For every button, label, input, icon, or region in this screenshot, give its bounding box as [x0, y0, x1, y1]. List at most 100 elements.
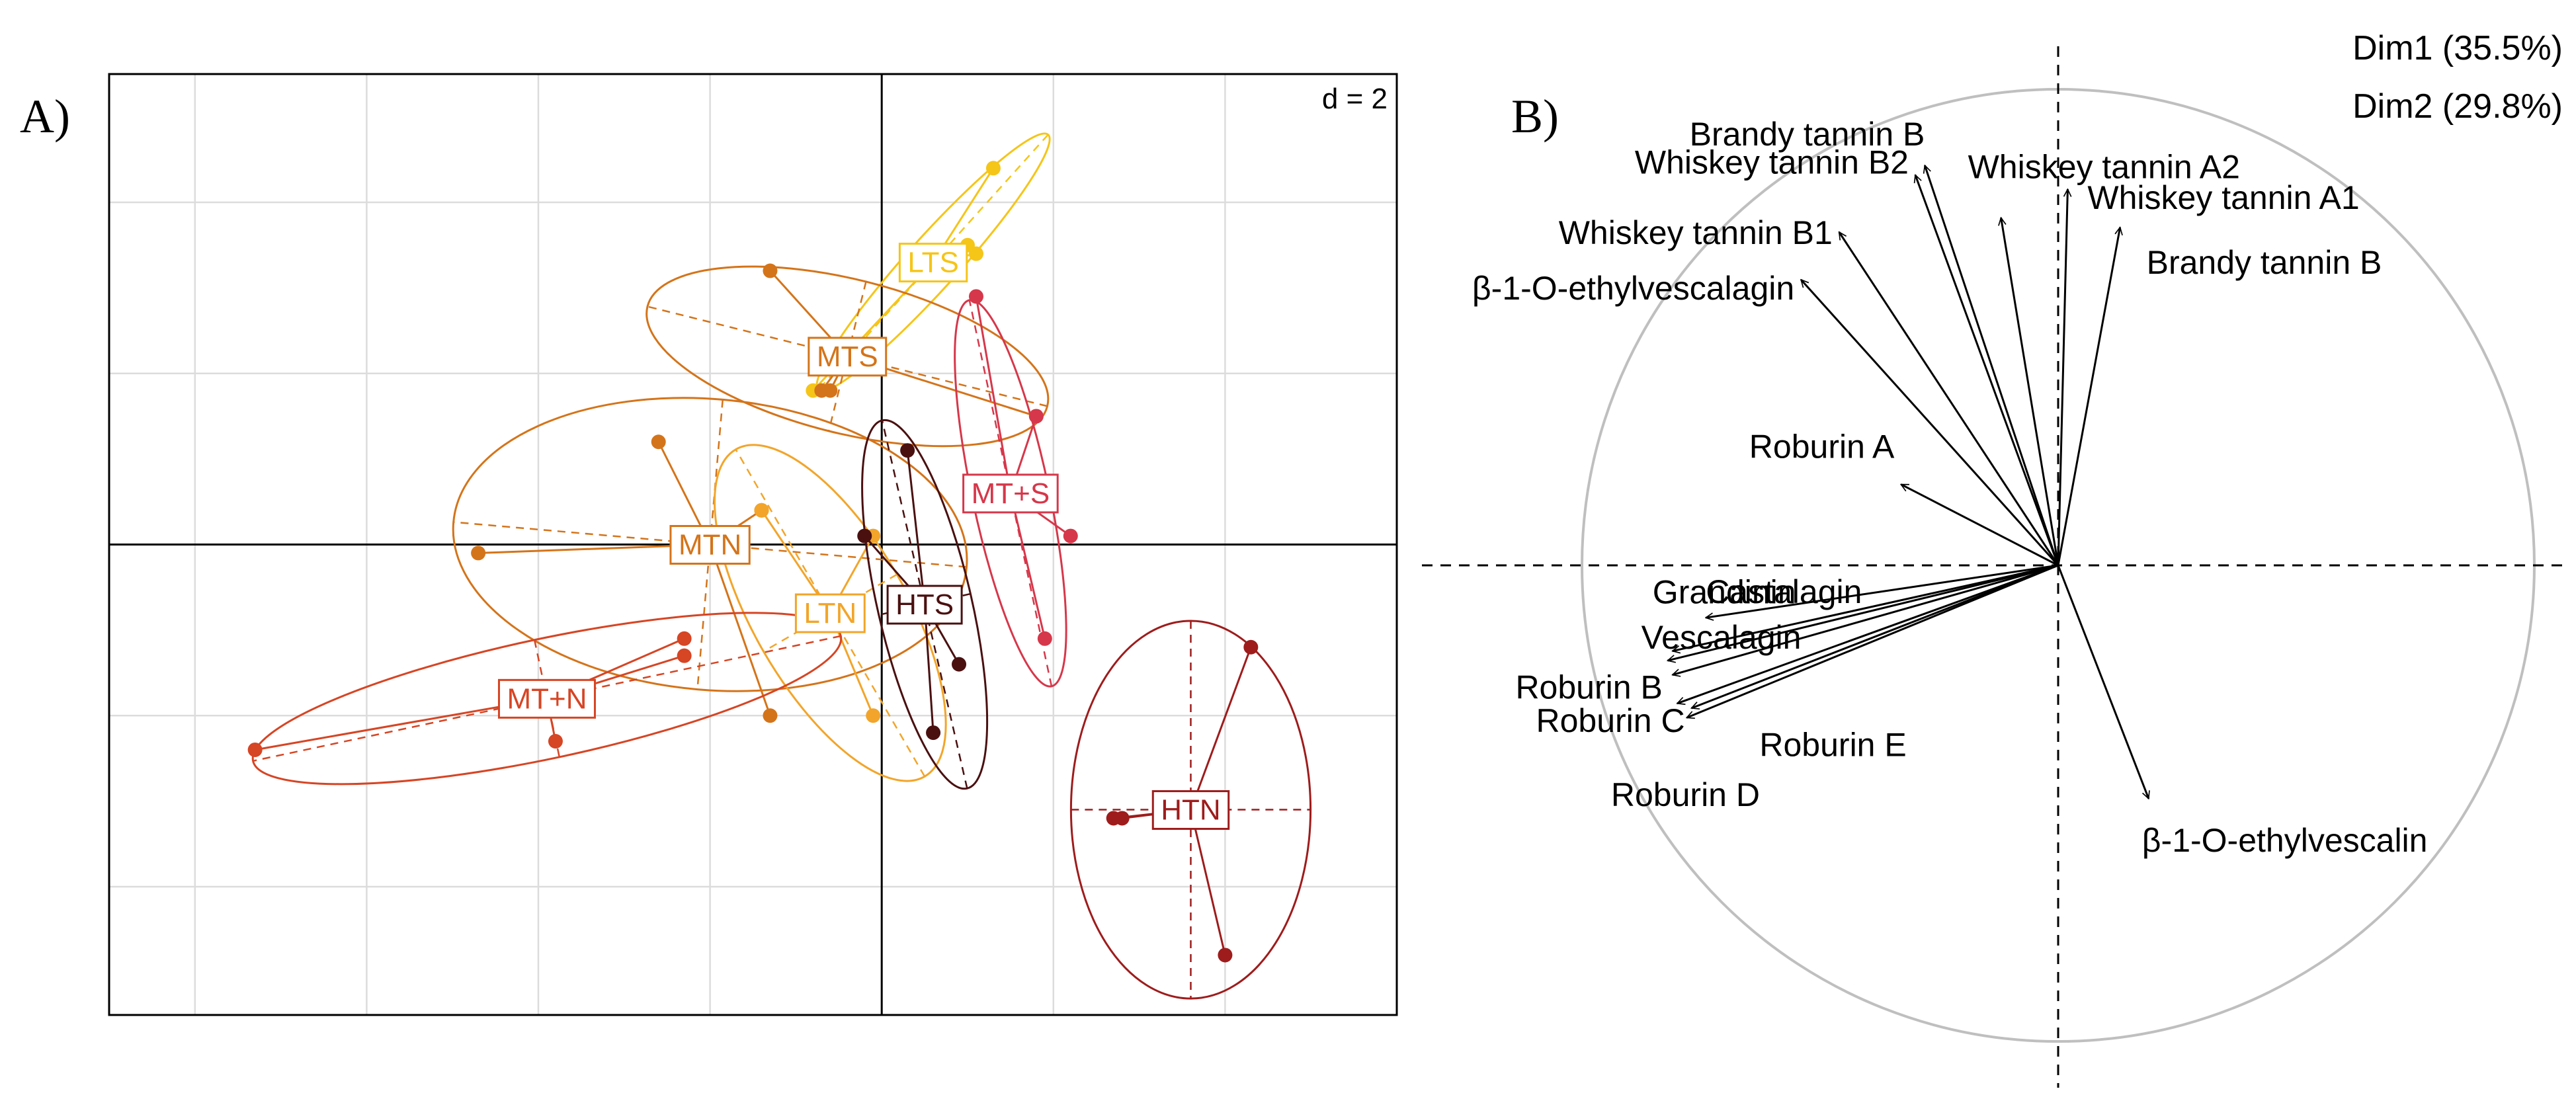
- variable-label: β-1-O-ethylvescalagin: [1472, 270, 1794, 307]
- group-label-text: MT+S: [972, 477, 1050, 510]
- variable-arrow: Roburin C: [1536, 564, 2059, 739]
- dim2-label: Dim2 (29.8%): [2352, 87, 2563, 126]
- variable-arrow: Whiskey tannin A2: [1968, 148, 2240, 566]
- data-point: [1243, 639, 1259, 655]
- data-point: [763, 263, 778, 278]
- variable-label: β-1-O-ethylvescalin: [2142, 822, 2428, 859]
- data-point: [677, 648, 692, 663]
- star-line: [975, 296, 1012, 494]
- variable-arrow: Castalagin: [1706, 564, 2059, 618]
- data-point: [471, 546, 486, 561]
- data-point: [677, 631, 692, 646]
- group-label-box: [808, 337, 888, 377]
- group-label-box: [898, 243, 968, 283]
- data-point: [866, 708, 881, 723]
- group-label: LTS: [898, 243, 968, 283]
- data-point: [814, 383, 829, 398]
- data-point: [1218, 948, 1233, 963]
- panel-a-label: A): [20, 90, 70, 143]
- data-point: [1037, 631, 1052, 646]
- group-label: LTN: [794, 593, 866, 633]
- arrow-line: [1925, 165, 2059, 566]
- data-point: [926, 725, 941, 741]
- variable-arrow: Brandy tannin B: [1690, 116, 2059, 566]
- group-ellipse: [251, 612, 843, 786]
- group-htn: [1069, 620, 1312, 1000]
- variable-label: Brandy tannin B: [1690, 116, 1925, 153]
- data-point: [985, 161, 1001, 176]
- arrow-line: [1838, 232, 2059, 566]
- group-label-text: HTN: [1161, 794, 1220, 827]
- group-label: MT+S: [962, 473, 1059, 514]
- group-label-box: [1151, 790, 1230, 830]
- arrow-line: [1706, 564, 2059, 618]
- arrow-line: [1668, 564, 2059, 661]
- star-line: [1190, 809, 1226, 955]
- arrow-line: [2001, 218, 2059, 566]
- variable-label: Whiskey tannin B2: [1635, 144, 1909, 181]
- variable-arrow: Grandinin: [1653, 564, 2059, 651]
- group-labels: LTS MTS MT+S MTN LTN HTS MT+N HTN: [497, 243, 1230, 830]
- variable-arrow: Whiskey tannin A1: [2057, 179, 2360, 566]
- data-point: [548, 734, 563, 749]
- data-point: [968, 289, 983, 304]
- arrow-line: [2057, 189, 2067, 566]
- variable-label: Whiskey tannin A1: [2087, 179, 2359, 216]
- panel-a-plot: LTS MTS MT+S MTN LTN HTS MT+N HTN d = 2: [108, 73, 1398, 1016]
- arrow-line: [1673, 564, 2059, 651]
- panel-a-frame: [108, 73, 1398, 1016]
- arrow-line: [2057, 227, 2120, 566]
- arrow-line: [1673, 564, 2059, 675]
- star-line: [1009, 493, 1046, 639]
- star-line: [906, 450, 926, 605]
- arrow-line: [1915, 175, 2059, 566]
- star-line: [923, 604, 935, 733]
- star-line: [709, 544, 771, 716]
- group-label-text: MTS: [817, 341, 878, 373]
- variable-arrow: Brandy tannin B: [2057, 227, 2382, 566]
- variable-label: Grandinin: [1653, 574, 1796, 611]
- group-label: HTS: [886, 585, 963, 625]
- group-label-box: [886, 585, 963, 625]
- arrow-line: [2057, 565, 2149, 799]
- variable-label: Whiskey tannin A2: [1968, 148, 2240, 185]
- group-label-box: [962, 473, 1059, 514]
- data-point: [763, 708, 778, 723]
- panel-a-groups: LTS MTS MT+S MTN LTN HTS MT+N HTN: [247, 132, 1312, 1000]
- variable-arrow: Roburin E: [1686, 564, 2059, 763]
- arrow-line: [1686, 564, 2059, 717]
- variable-arrow: β-1-O-ethylvescalagin: [1472, 270, 2059, 567]
- data-point: [968, 246, 983, 261]
- ellipse-major-axis: [881, 420, 968, 789]
- variable-label: Roburin D: [1611, 776, 1760, 813]
- data-point: [900, 443, 915, 458]
- variable-arrow: Roburin D: [1611, 564, 2059, 813]
- scale-label: d = 2: [1322, 83, 1388, 115]
- arrow-line: [1901, 483, 2059, 567]
- variable-label: Roburin B: [1515, 669, 1662, 706]
- group-label-text: MT+N: [507, 682, 587, 715]
- variable-arrow: Roburin B: [1515, 564, 2059, 706]
- star-line: [1190, 647, 1252, 811]
- data-point: [952, 657, 967, 672]
- ellipse-major-axis: [735, 449, 926, 777]
- group-mt-plus-n: [247, 612, 843, 786]
- variable-arrow: β-1-O-ethylvescalin: [2057, 565, 2428, 859]
- group-label-text: LTS: [907, 247, 958, 279]
- group-label: MTN: [669, 525, 751, 565]
- variable-label: Brandy tannin B: [2147, 244, 2382, 281]
- variable-label: Whiskey tannin B1: [1559, 214, 1833, 251]
- variable-label: Roburin E: [1759, 726, 1906, 763]
- variable-label: Roburin C: [1536, 702, 1684, 739]
- variable-label: Vescalagin: [1641, 619, 1802, 656]
- panel-a-axes: [109, 74, 1397, 1015]
- group-label-box: [669, 525, 751, 565]
- group-label-box: [794, 593, 866, 633]
- arrow-line: [1677, 564, 2059, 704]
- group-label: MTS: [808, 337, 888, 377]
- group-label: MT+N: [497, 678, 596, 719]
- data-point: [1063, 528, 1078, 544]
- variable-label: Castalagin: [1706, 573, 1862, 610]
